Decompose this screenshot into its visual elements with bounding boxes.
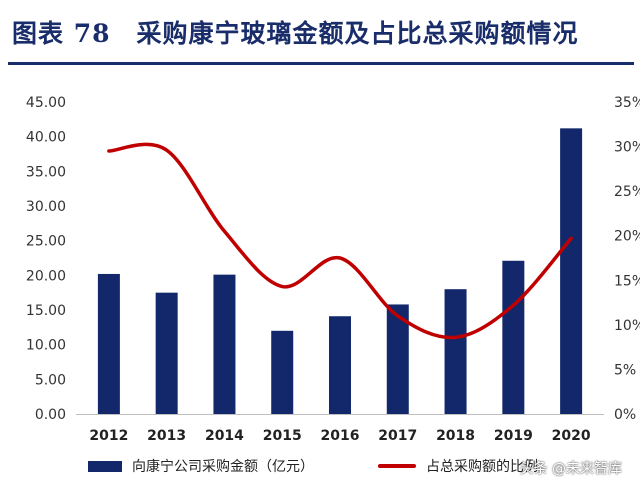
left-axis: 0.00 5.00 10.00 15.00 20.00 25.00 30.00 35.00 40… — [26, 95, 66, 423]
left-tick-label: 40.00 — [26, 130, 66, 146]
bar — [502, 260, 525, 414]
right-tick-label: 15% — [614, 273, 640, 289]
bar — [386, 304, 409, 414]
legend-line-swatch — [378, 464, 416, 468]
right-axis: 0% 5% 10% 15% 20% 25% 30% 35% — [614, 95, 640, 423]
x-tick-label: 2014 — [205, 428, 244, 444]
x-tick-label: 2013 — [147, 428, 186, 444]
left-tick-label: 25.00 — [26, 234, 66, 250]
left-tick-label: 20.00 — [26, 268, 66, 284]
right-tick-label: 20% — [614, 229, 640, 245]
x-tick-label: 2018 — [436, 428, 475, 444]
watermark: 头条 @未来智库 — [519, 461, 622, 477]
left-tick-label: 15.00 — [26, 303, 66, 319]
bar — [560, 128, 583, 414]
right-tick-label: 35% — [614, 95, 640, 111]
right-tick-label: 5% — [614, 362, 636, 378]
bar — [444, 289, 467, 414]
title-bar: 图表 78 采购康宁玻璃金额及占比总采购额情况 — [0, 0, 640, 70]
left-tick-label: 30.00 — [26, 199, 66, 215]
bar — [155, 292, 178, 414]
left-tick-label: 35.00 — [26, 164, 66, 180]
left-tick-label: 45.00 — [26, 95, 66, 111]
chart-title: 图表 78 采购康宁玻璃金额及占比总采购额情况 — [12, 19, 579, 48]
bar — [97, 273, 120, 414]
x-tick-label: 2015 — [263, 428, 302, 444]
legend-bar-swatch — [88, 460, 122, 472]
title-underline — [8, 62, 634, 65]
bar — [271, 330, 294, 414]
legend-item-line: 占总采购额的比例 — [378, 456, 538, 476]
legend-line-label: 占总采购额的比例 — [426, 459, 538, 475]
x-tick-label: 2019 — [494, 428, 533, 444]
bar — [213, 274, 236, 414]
line-series — [107, 142, 573, 340]
legend-bar-label: 向康宁公司采购金额（亿元） — [132, 459, 314, 475]
x-axis: 2012 2013 2014 2015 2016 2017 2018 2019 2020 — [76, 414, 604, 444]
right-tick-label: 30% — [614, 140, 640, 156]
x-tick-label: 2017 — [378, 428, 417, 444]
left-tick-label: 10.00 — [26, 338, 66, 354]
x-tick-label: 2012 — [89, 428, 128, 444]
left-tick-label: 5.00 — [35, 372, 66, 388]
left-tick-label: 0.00 — [35, 407, 66, 423]
legend: 向康宁公司采购金额（亿元） 占总采购额的比例 — [0, 452, 640, 486]
x-tick-label: 2016 — [321, 428, 360, 444]
right-tick-label: 10% — [614, 318, 640, 334]
chart-canvas: 0.00 5.00 10.00 15.00 20.00 25.00 30.00 35.00 40… — [26, 95, 640, 444]
x-tick-label: 2020 — [552, 428, 591, 444]
right-tick-label: 25% — [614, 184, 640, 200]
bar-series — [97, 128, 583, 414]
bar — [329, 316, 351, 414]
legend-item-bar: 向康宁公司采购金额（亿元） — [88, 456, 314, 476]
right-tick-label: 0% — [614, 407, 636, 423]
ratio-line — [107, 142, 573, 340]
